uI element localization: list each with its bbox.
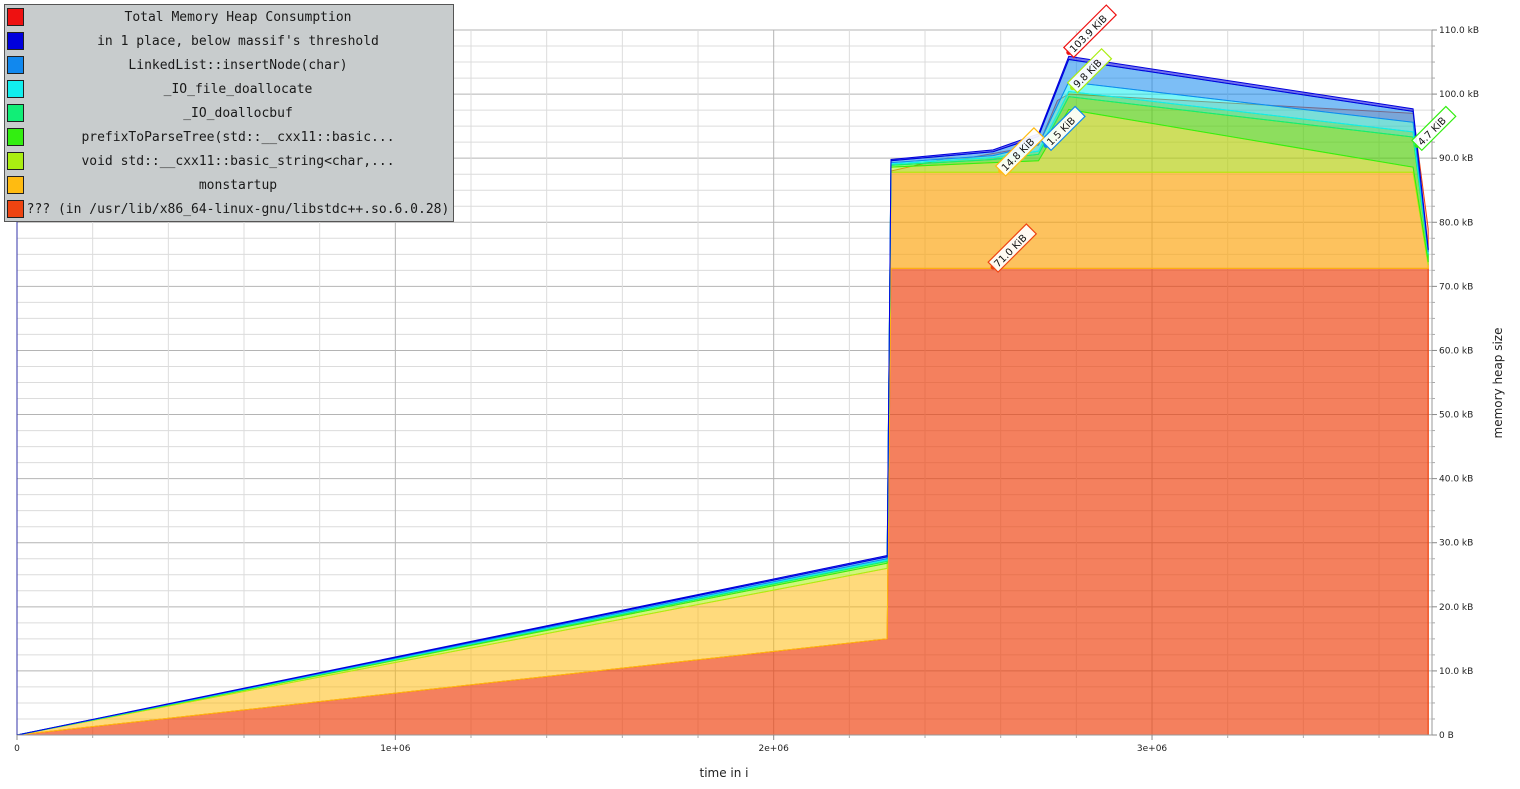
legend: Total Memory Heap Consumption in 1 place,… <box>4 4 454 222</box>
y-tick-label: 0 B <box>1439 731 1454 741</box>
peak-label-box <box>1066 47 1113 94</box>
legend-label: LinkedList::insertNode(char) <box>128 58 347 73</box>
x-tick-label: 2e+06 <box>759 744 790 754</box>
series-area-1 <box>16 55 1429 736</box>
legend-swatch <box>7 8 24 26</box>
legend-swatch <box>7 200 24 218</box>
tick-labels: 0 B 10.0 kB 20.0 kB 30.0 kB 40.0 kB 50.0 kB 60… <box>14 26 1479 754</box>
y-tick-label: 60.0 kB <box>1439 346 1473 356</box>
legend-swatch <box>7 104 24 122</box>
legend-background <box>4 4 454 222</box>
legend-label: Total Memory Heap Consumption <box>125 10 352 25</box>
legend-swatch <box>7 128 24 146</box>
x-tick-label: 1e+06 <box>380 744 411 754</box>
peak-label-box <box>987 223 1038 273</box>
y-tick-label: 30.0 kB <box>1439 539 1473 549</box>
y-axis-title: memory heap size <box>1491 328 1505 439</box>
legend-swatch <box>7 80 24 98</box>
x-tick-label: 3e+06 <box>1137 744 1168 754</box>
peak-label-box <box>1411 105 1457 152</box>
legend-swatch <box>7 32 24 50</box>
legend-label: _IO_doallocbuf <box>183 106 293 121</box>
legend-label: void std::__cxx11::basic_string<char,... <box>81 154 394 169</box>
y-tick-label: 40.0 kB <box>1439 475 1473 485</box>
y-tick-label: 110.0 kB <box>1439 26 1479 36</box>
x-axis-title: time in i <box>699 766 748 780</box>
legend-label: ??? (in /usr/lib/x86_64-linux-gnu/libstd… <box>27 202 450 217</box>
legend-swatch <box>7 152 24 170</box>
legend-label: monstartup <box>199 178 277 193</box>
y-tick-label: 70.0 kB <box>1439 282 1473 292</box>
peak-label-box <box>1040 105 1086 152</box>
legend-swatch <box>7 56 24 74</box>
peak-label-box <box>1062 4 1118 59</box>
legend-label: prefixToParseTree(std::__cxx11::basic... <box>81 130 394 145</box>
y-tick-label: 100.0 kB <box>1439 90 1479 100</box>
y-tick-label: 90.0 kB <box>1439 154 1473 164</box>
legend-label: in 1 place, below massif's threshold <box>97 34 379 49</box>
legend-label: _IO_file_doallocate <box>164 82 313 97</box>
y-tick-label: 20.0 kB <box>1439 603 1473 613</box>
peak-label-box <box>994 127 1045 177</box>
y-tick-label: 80.0 kB <box>1439 218 1473 228</box>
y-tick-label: 50.0 kB <box>1439 411 1473 421</box>
legend-swatch <box>7 176 24 194</box>
y-tick-label: 10.0 kB <box>1439 667 1473 677</box>
x-tick-label: 0 <box>14 744 20 754</box>
